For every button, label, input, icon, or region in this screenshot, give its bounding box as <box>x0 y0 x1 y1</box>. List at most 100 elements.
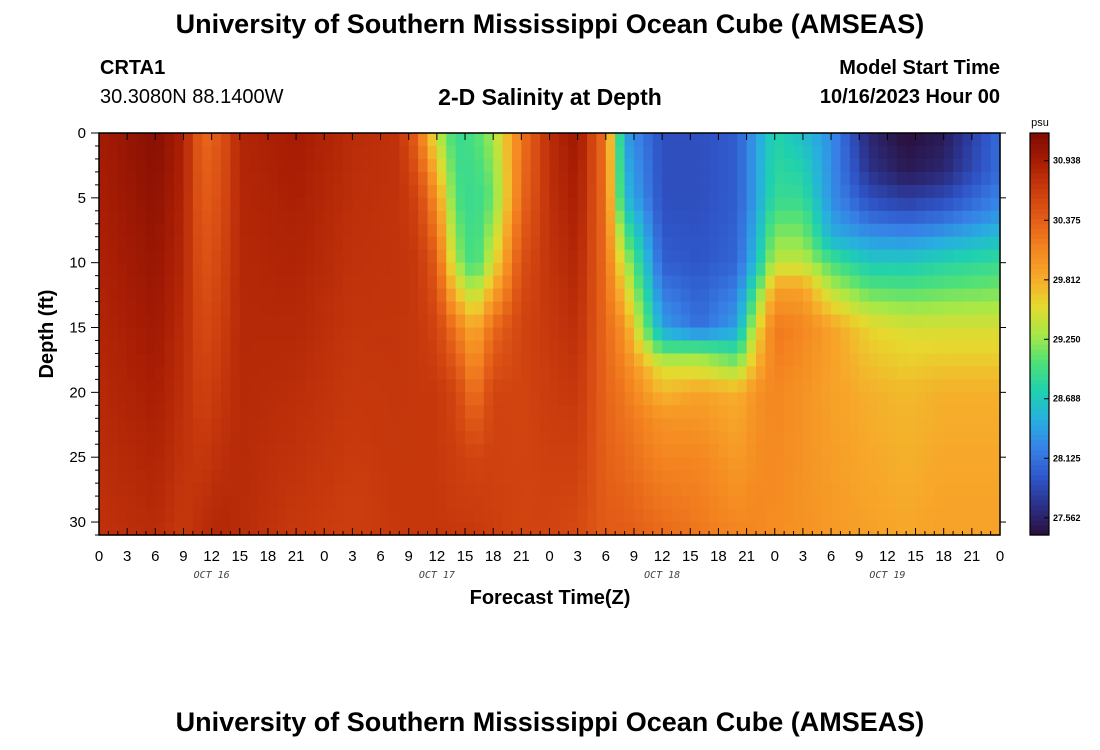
heatmap-cell <box>511 145 522 160</box>
heatmap-cell <box>502 288 513 303</box>
heatmap-cell <box>896 366 907 380</box>
heatmap-cell <box>427 418 438 432</box>
heatmap-cell <box>605 418 616 432</box>
heatmap-cell <box>389 353 400 368</box>
heatmap-cell <box>680 236 691 251</box>
heatmap-cell <box>652 197 663 212</box>
heatmap-cell <box>333 522 344 536</box>
heatmap-cell <box>934 366 945 380</box>
heatmap-cell <box>483 327 494 342</box>
heatmap-cell <box>831 496 842 510</box>
heatmap-cell <box>192 327 203 342</box>
heatmap-cell <box>802 145 813 160</box>
heatmap-cell <box>596 522 607 536</box>
heatmap-cell <box>784 470 795 484</box>
heatmap-cell <box>943 210 954 225</box>
heatmap-cell <box>953 275 964 290</box>
heatmap-cell <box>258 392 269 406</box>
heatmap-cell <box>633 509 644 523</box>
heatmap-cell <box>286 340 297 355</box>
heatmap-cell <box>953 379 964 393</box>
heatmap-cell <box>230 496 241 510</box>
heatmap-cell <box>558 509 569 523</box>
heatmap-cell <box>690 262 701 277</box>
heatmap-cell <box>436 353 447 368</box>
heatmap-cell <box>389 496 400 510</box>
heatmap-cell <box>521 431 532 445</box>
heatmap-cell <box>690 158 701 173</box>
heatmap-cell <box>971 353 982 368</box>
heatmap-cell <box>821 366 832 380</box>
heatmap-cell <box>755 301 766 316</box>
heatmap-cell <box>230 210 241 225</box>
heatmap-cell <box>924 262 935 277</box>
heatmap-cell <box>511 197 522 212</box>
heatmap-cell <box>436 262 447 277</box>
heatmap-cell <box>643 223 654 238</box>
heatmap-cell <box>615 197 626 212</box>
heatmap-cell <box>455 197 466 212</box>
heatmap-cell <box>277 197 288 212</box>
heatmap-cell <box>812 262 823 277</box>
heatmap-cell <box>793 483 804 497</box>
heatmap-cell <box>915 496 926 510</box>
heatmap-cell <box>662 133 673 147</box>
heatmap-cell <box>577 249 588 264</box>
heatmap-cell <box>662 392 673 406</box>
heatmap-cell <box>568 496 579 510</box>
heatmap-cell <box>784 301 795 316</box>
heatmap-cell <box>267 522 278 536</box>
heatmap-cell <box>174 496 185 510</box>
heatmap-cell <box>849 418 860 432</box>
heatmap-cell <box>483 483 494 497</box>
y-tick-label: 0 <box>78 125 86 142</box>
heatmap-cell <box>737 444 748 458</box>
heatmap-cell <box>802 158 813 173</box>
heatmap-cell <box>145 418 156 432</box>
heatmap-cell <box>953 340 964 355</box>
heatmap-cell <box>990 405 1001 419</box>
heatmap-cell <box>868 405 879 419</box>
heatmap-cell <box>624 249 635 264</box>
heatmap-cell <box>136 275 147 290</box>
heatmap-cell <box>877 457 888 471</box>
heatmap-cell <box>267 223 278 238</box>
heatmap-cell <box>399 197 410 212</box>
heatmap-cell <box>596 353 607 368</box>
heatmap-cell <box>502 184 513 199</box>
heatmap-cell <box>643 418 654 432</box>
heatmap-cell <box>221 405 231 419</box>
heatmap-cell <box>305 301 316 316</box>
heatmap-cell <box>821 275 832 290</box>
x-tick-label: 12 <box>429 548 446 565</box>
heatmap-cell <box>352 197 363 212</box>
heatmap-cell <box>230 133 241 147</box>
heatmap-cell <box>540 353 551 368</box>
heatmap-cell <box>296 171 307 186</box>
heatmap-cell <box>446 379 457 393</box>
heatmap-cell <box>934 483 945 497</box>
heatmap-cell <box>877 327 888 342</box>
colorbar-segment <box>1030 349 1049 355</box>
heatmap-cell <box>859 288 870 303</box>
heatmap-cell <box>474 405 485 419</box>
heatmap-cell <box>465 223 476 238</box>
heatmap-cell <box>530 327 541 342</box>
heatmap-cell <box>915 457 926 471</box>
heatmap-cell <box>267 366 278 380</box>
heatmap-cell <box>849 327 860 342</box>
heatmap-cell <box>699 483 710 497</box>
heatmap-cell <box>981 262 992 277</box>
heatmap-cell <box>305 353 316 368</box>
heatmap-cell <box>117 223 128 238</box>
heatmap-cell <box>962 353 973 368</box>
heatmap-cell <box>239 288 250 303</box>
heatmap-cell <box>812 327 823 342</box>
heatmap-cell <box>183 405 194 419</box>
heatmap-cell <box>267 327 278 342</box>
heatmap-cell <box>389 262 400 277</box>
heatmap-cell <box>249 522 260 536</box>
heatmap-cell <box>174 483 185 497</box>
heatmap-cell <box>108 171 119 186</box>
colorbar-segment <box>1030 253 1049 260</box>
